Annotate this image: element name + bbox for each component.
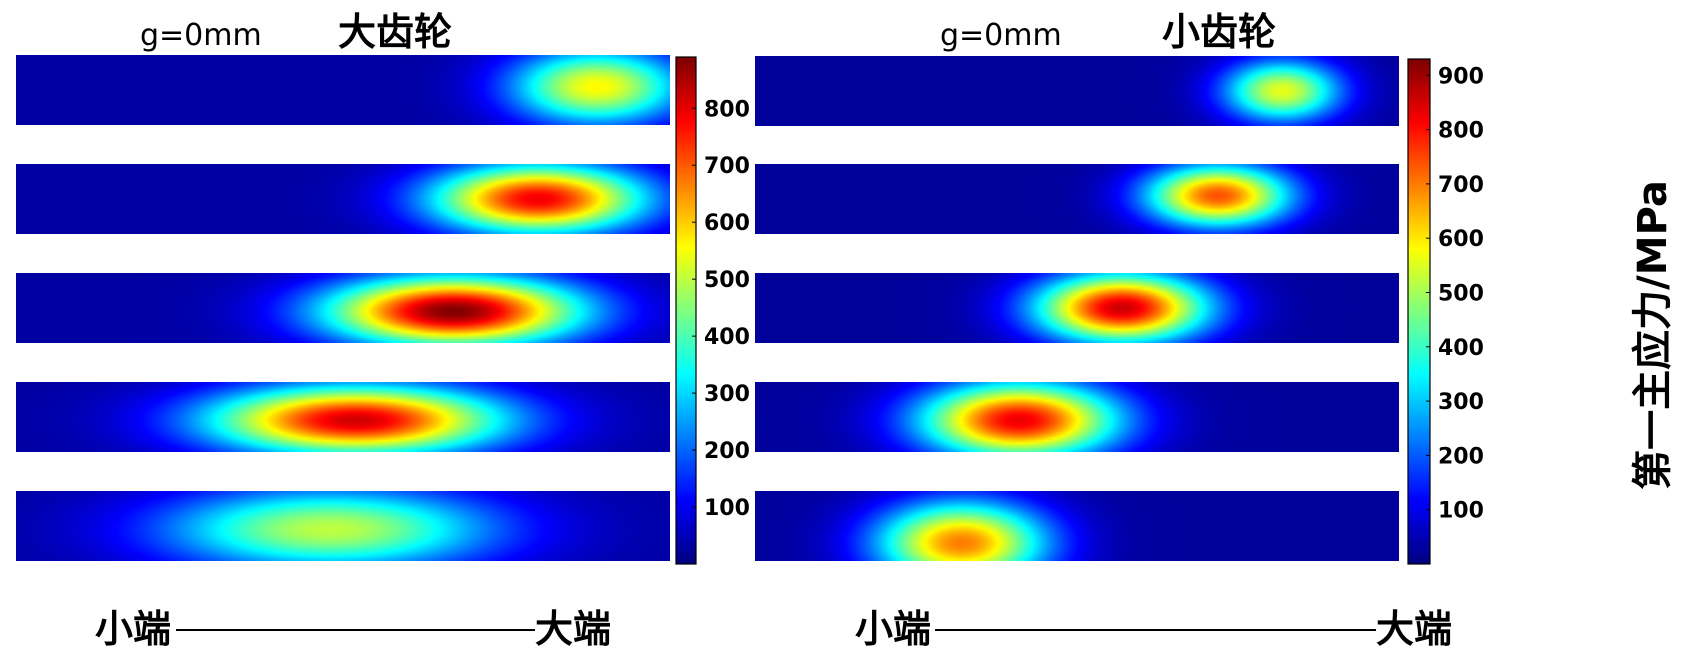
left-panel: g=0mm 大齿轮 100 200 300 400 500 600 700 800 小端 大端 [16, 10, 750, 651]
right-colorbar-ticks: 100 200 300 400 500 600 700 800 900 [1426, 64, 1484, 524]
right-colorbar-tick-label: 700 [1438, 173, 1484, 198]
left-stress-strip-1 [16, 55, 670, 125]
left-colorbar-tick-label: 500 [704, 268, 750, 293]
colorbar-label: 第一主应力/MPa [1630, 180, 1676, 490]
left-large-end-label: 大端 [535, 607, 611, 651]
left-colorbar-ticks: 100 200 300 400 500 600 700 800 [692, 97, 750, 521]
left-title: 大齿轮 [338, 10, 452, 54]
right-title: 小齿轮 [1162, 10, 1276, 54]
left-colorbar-tick-label: 400 [704, 325, 750, 350]
right-colorbar-tick-label: 100 [1438, 499, 1484, 524]
right-colorbar [1407, 58, 1431, 565]
right-colorbar-tick-label: 400 [1438, 336, 1484, 361]
right-gap-label: g=0mm [940, 18, 1062, 53]
left-colorbar-tick-label: 100 [704, 496, 750, 521]
right-colorbar-tick-label: 300 [1438, 390, 1484, 415]
left-colorbar-tick-label: 200 [704, 439, 750, 464]
left-stress-strip-3 [16, 273, 670, 343]
right-stress-strip-2 [755, 164, 1399, 234]
right-stress-strip-3 [755, 273, 1399, 343]
right-stress-strip-1 [755, 56, 1399, 126]
left-gap-label: g=0mm [140, 18, 262, 53]
left-colorbar-tick-label: 300 [704, 382, 750, 407]
left-colorbar-tick-label: 800 [704, 97, 750, 122]
right-colorbar-tick-label: 600 [1438, 227, 1484, 252]
right-stress-strip-5 [755, 491, 1399, 561]
right-colorbar-tick-label: 500 [1438, 281, 1484, 306]
left-colorbar-gradient [676, 57, 696, 564]
right-colorbar-tick-label: 900 [1438, 64, 1484, 89]
right-stress-strip-4 [755, 382, 1399, 452]
right-colorbar-gradient [1408, 59, 1430, 564]
right-colorbar-tick-label: 800 [1438, 119, 1484, 144]
left-colorbar-tick-label: 700 [704, 154, 750, 179]
right-colorbar-tick-label: 200 [1438, 444, 1484, 469]
left-colorbar [675, 56, 697, 565]
left-heatmap-strips [16, 55, 670, 561]
left-stress-strip-5 [16, 491, 670, 561]
left-small-end-label: 小端 [95, 607, 171, 651]
left-colorbar-tick-label: 600 [704, 211, 750, 236]
left-stress-strip-2 [16, 164, 670, 234]
left-stress-strip-4 [16, 382, 670, 452]
right-large-end-label: 大端 [1376, 607, 1452, 651]
right-small-end-label: 小端 [855, 607, 931, 651]
right-panel: g=0mm 小齿轮 100 200 300 400 500 600 700 800 900 小端… [755, 10, 1676, 651]
right-heatmap-strips [755, 56, 1399, 561]
